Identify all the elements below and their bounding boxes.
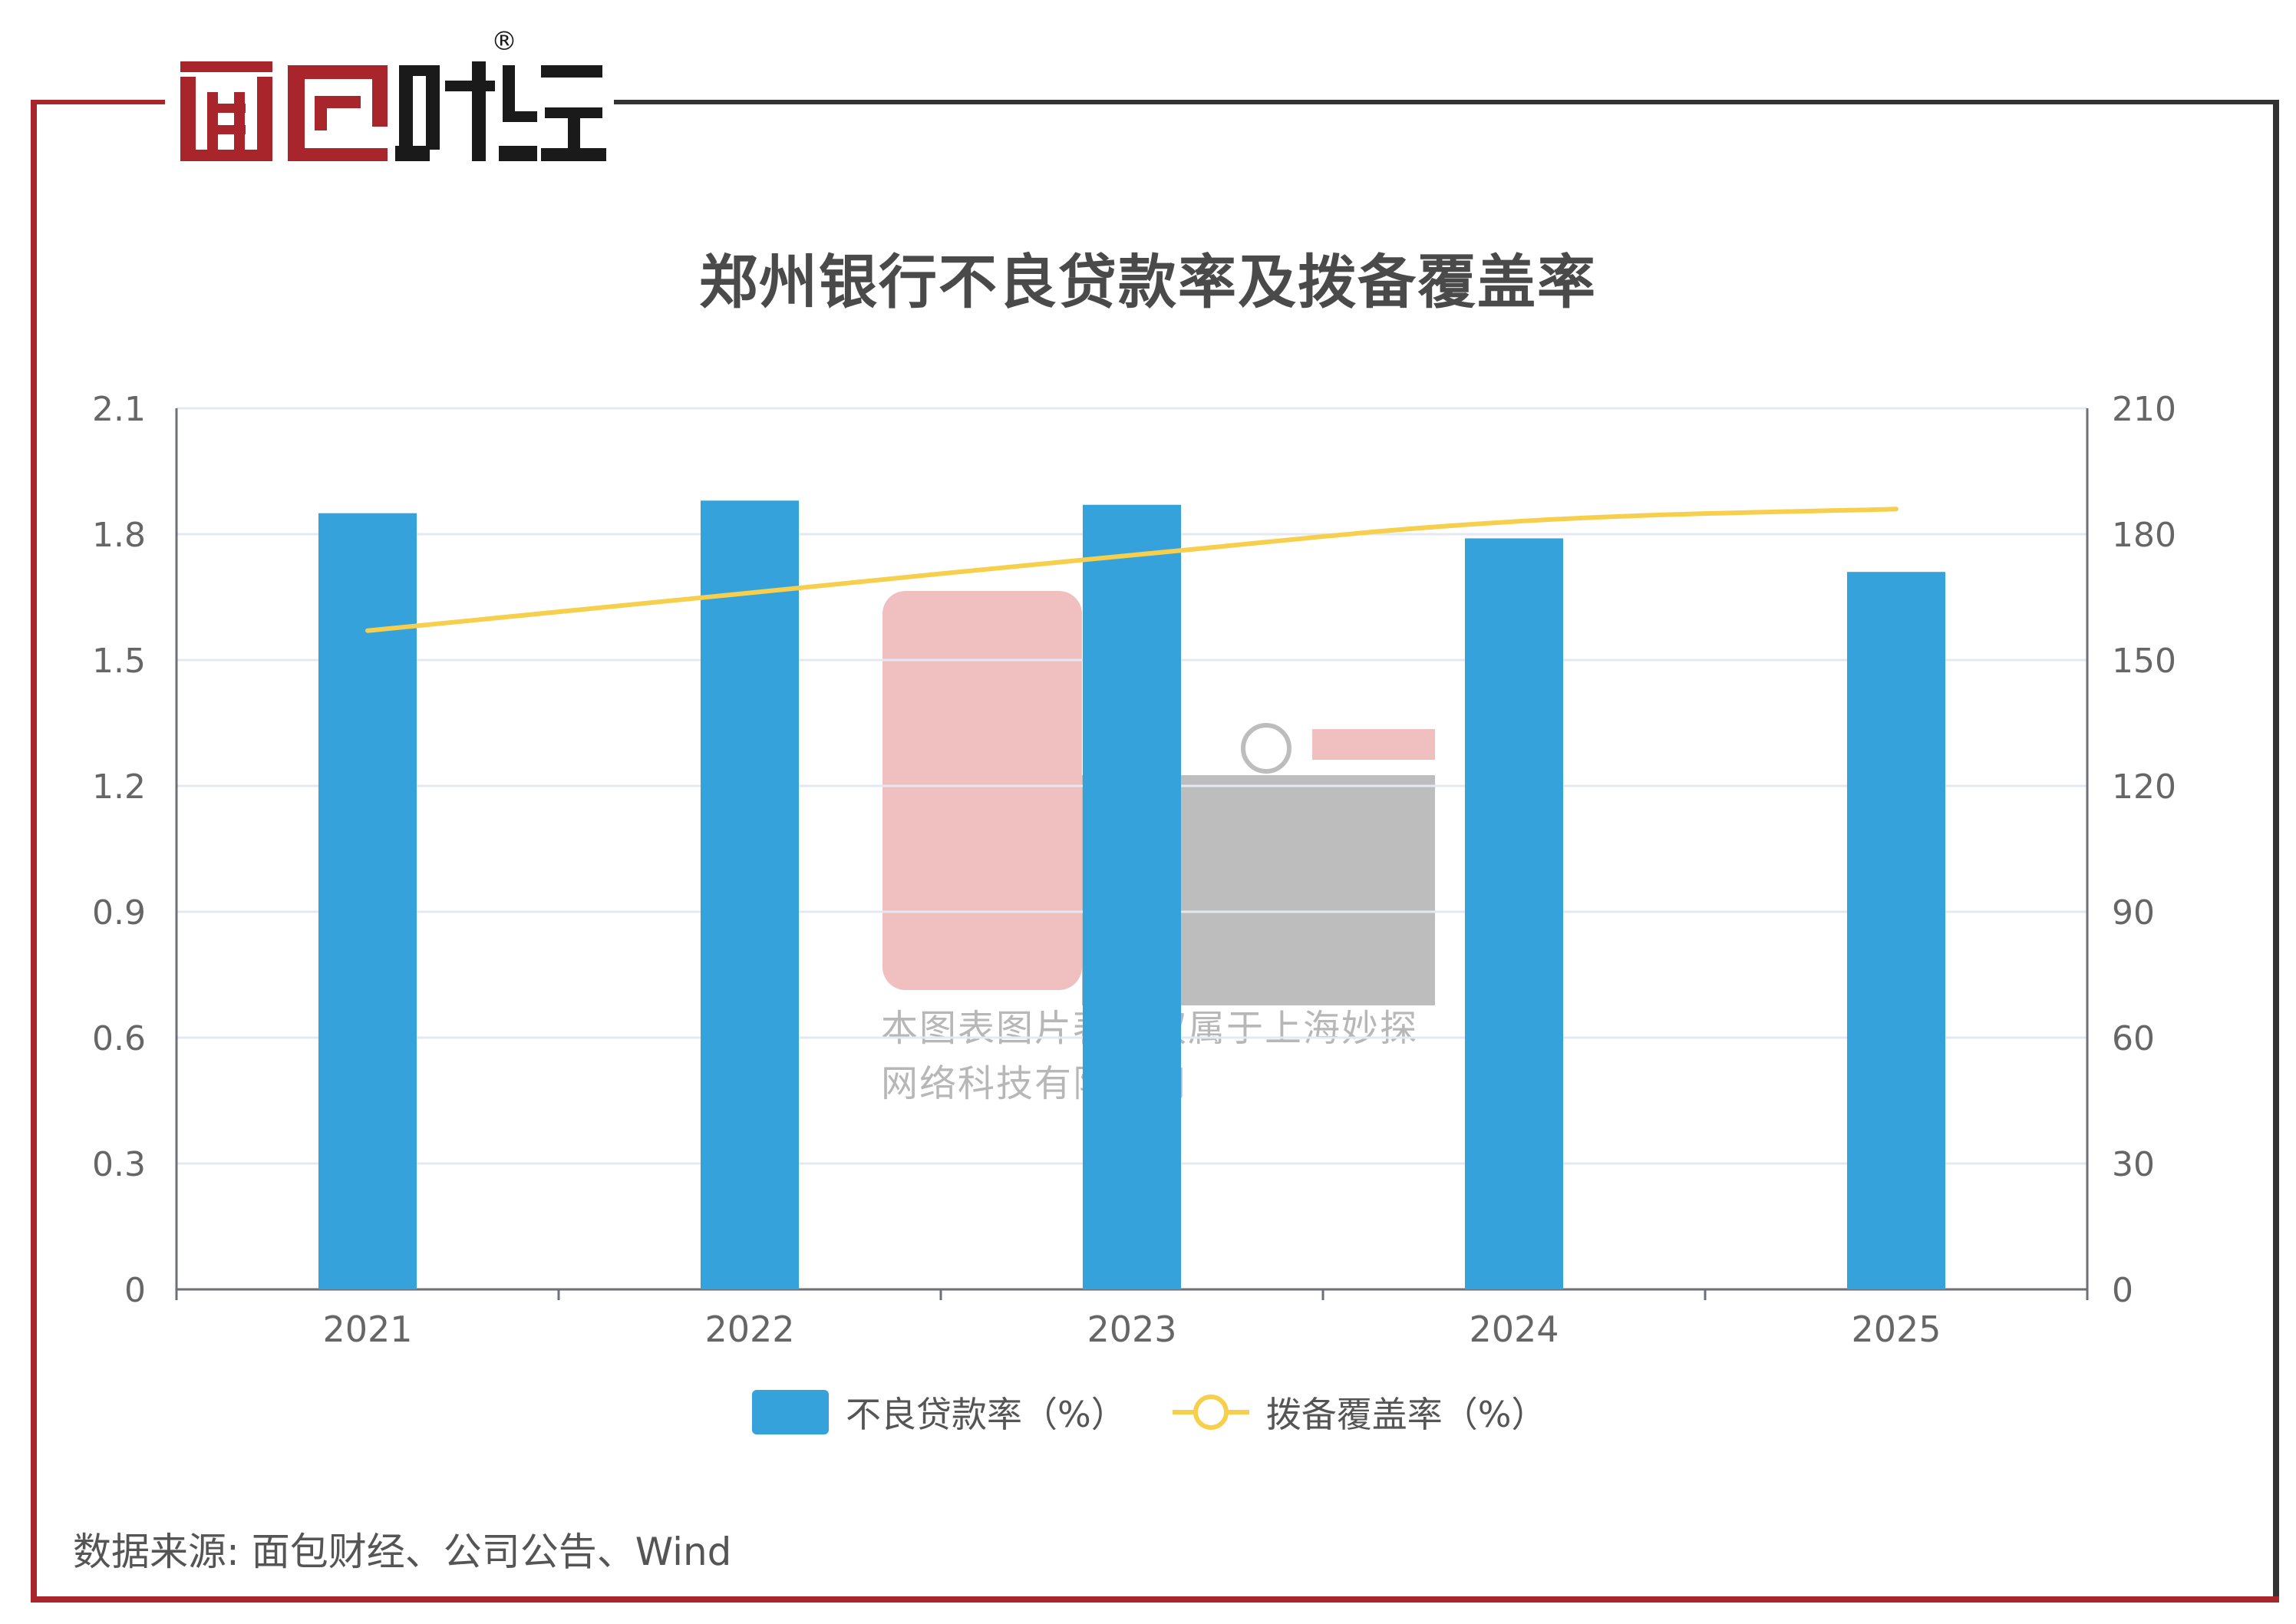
y-left-tick-label: 0	[124, 1271, 146, 1310]
legend-swatch-bar	[752, 1390, 829, 1434]
chart-title: 郑州银行不良贷款率及拨备覆盖率	[699, 248, 1597, 316]
frame-top-accent	[31, 100, 165, 104]
legend-label-coverage: 拨备覆盖率（%）	[1265, 1394, 1547, 1435]
x-tick-label: 2024	[1469, 1309, 1559, 1350]
data-source-note: 数据来源: 面包财经、公司公告、Wind	[73, 1530, 732, 1574]
y-right-tick-label: 30	[2112, 1145, 2155, 1184]
y-right-tick-label: 210	[2112, 390, 2176, 429]
y-right-tick-label: 90	[2112, 893, 2155, 932]
y-right-tick-label: 180	[2112, 516, 2176, 555]
legend-item-coverage: 拨备覆盖率（%）	[1172, 1387, 1547, 1438]
x-tick-label: 2025	[1851, 1309, 1941, 1350]
y-left-tick-label: 2.1	[92, 390, 146, 429]
frame-left-border	[31, 100, 37, 1603]
x-tick-label: 2023	[1087, 1309, 1176, 1350]
y-left-tick-label: 0.3	[92, 1145, 146, 1184]
y-right-tick-label: 60	[2112, 1019, 2155, 1058]
bar-2025	[1847, 572, 1945, 1289]
chart-legend: 不良贷款率（%） 拨备覆盖率（%）	[752, 1381, 1592, 1443]
legend-label-npl: 不良贷款率（%）	[846, 1394, 1127, 1435]
frame-top-border	[614, 100, 2279, 104]
x-tick-label: 2022	[704, 1309, 794, 1350]
bar-2022	[701, 500, 799, 1290]
y-right-tick-label: 120	[2112, 767, 2176, 807]
brand-logo: ®	[180, 26, 606, 161]
y-left-tick-label: 0.6	[92, 1019, 146, 1058]
bar-2021	[318, 513, 417, 1289]
x-tick-label: 2021	[322, 1309, 412, 1350]
legend-swatch-line	[1172, 1390, 1249, 1434]
y-right-tick-label: 150	[2112, 642, 2176, 681]
registered-mark: ®	[491, 26, 517, 57]
frame-right-border	[2273, 100, 2279, 1603]
y-right-tick-label: 0	[2112, 1271, 2133, 1310]
frame-bottom-border	[31, 1596, 2279, 1603]
y-left-tick-label: 1.5	[92, 642, 146, 681]
y-left-tick-label: 0.9	[92, 893, 146, 932]
y-left-tick-label: 1.2	[92, 767, 146, 807]
bar-2023	[1083, 504, 1181, 1289]
legend-item-npl: 不良贷款率（%）	[752, 1387, 1127, 1438]
bar-2024	[1465, 538, 1563, 1289]
y-left-tick-label: 1.8	[92, 516, 146, 555]
